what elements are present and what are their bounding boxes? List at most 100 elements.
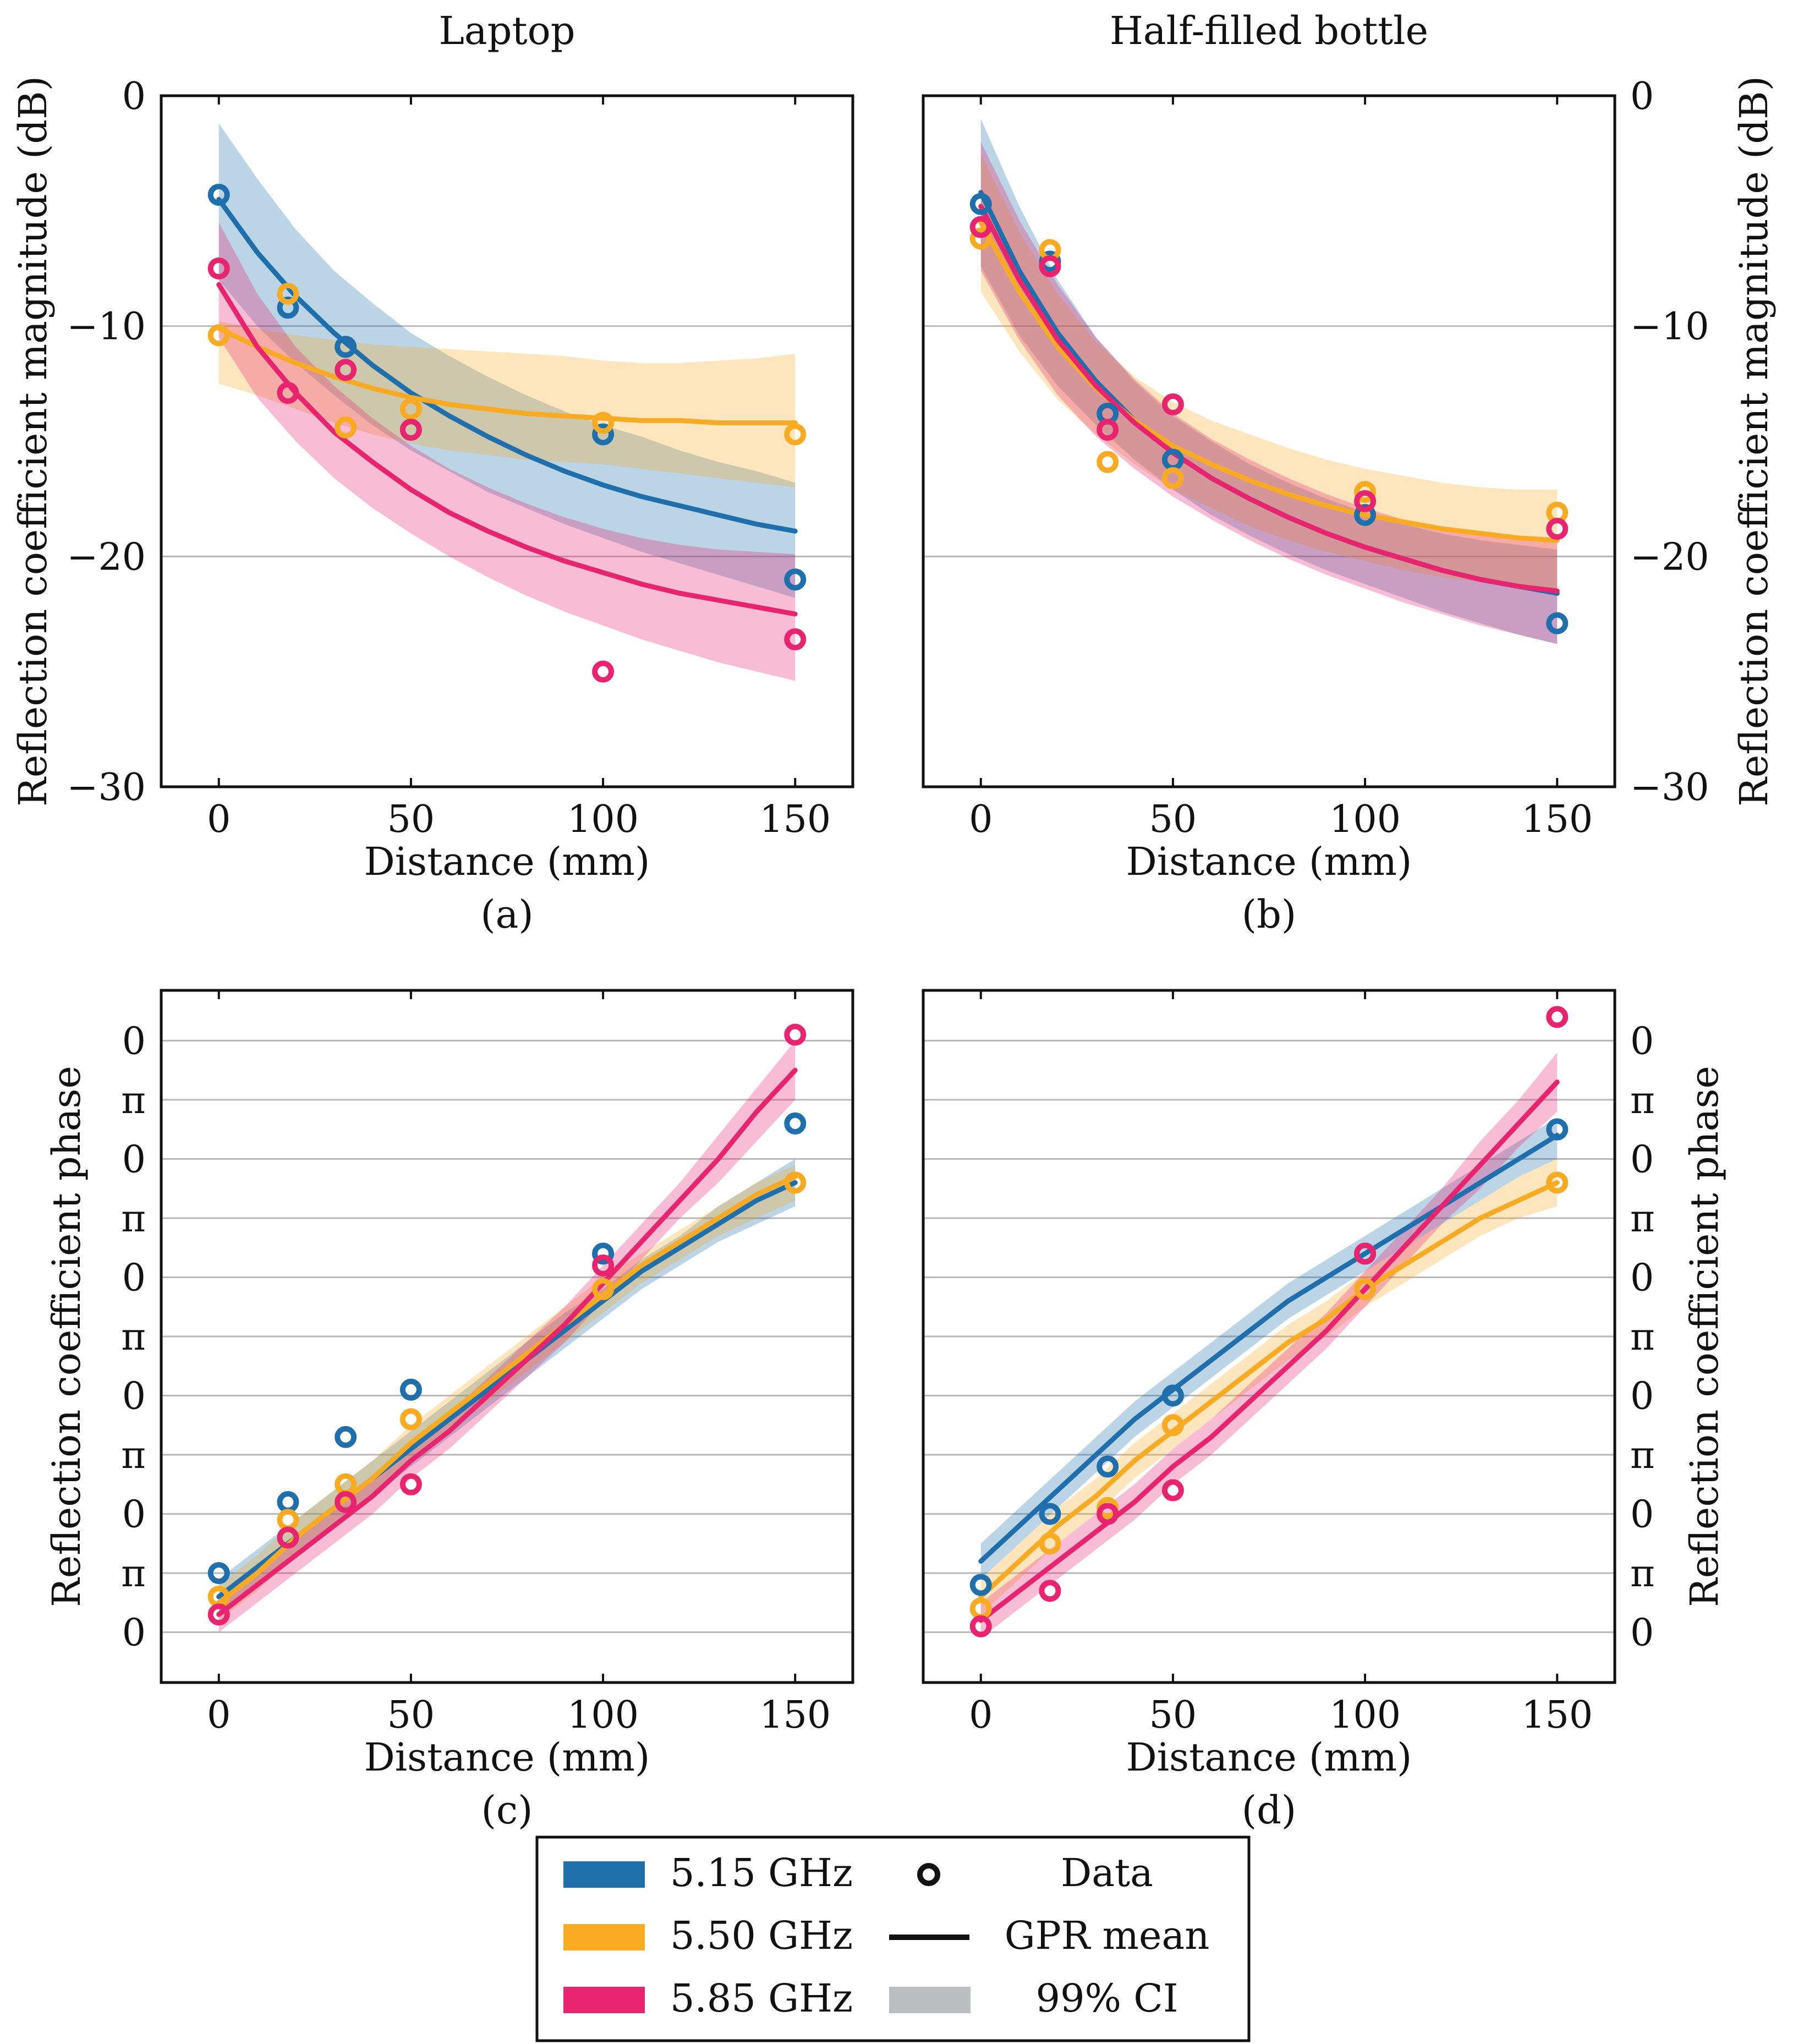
- data-point-b-1-0: [969, 227, 992, 250]
- legend-swatch-515: [563, 1861, 645, 1888]
- y-tick-label-d-10: 0: [1630, 1020, 1654, 1063]
- panel-d: 0 50 100 150 0 π 0 π 0 π 0 π 0 π 0 Distance (mm) (d) Refl…: [922, 989, 1727, 1833]
- y-tick-label-c-0: 0: [122, 1612, 146, 1655]
- data-point-a-1-3: [399, 398, 422, 420]
- data-point-a-2-0: [207, 257, 230, 280]
- x-axis-label-c: Distance (mm): [364, 1735, 650, 1780]
- caption-b: (b): [1242, 892, 1296, 937]
- mean-line-d-2: [978, 1079, 1560, 1623]
- data-point-a-1-4: [592, 412, 615, 434]
- data-point-d-0-0: [969, 1574, 992, 1596]
- ci-band-a-1: [218, 321, 796, 487]
- mean-line-c-1: [216, 1174, 798, 1605]
- data-point-c-2-1: [277, 1526, 299, 1549]
- y-tick-label-b-0: 0: [1630, 75, 1654, 118]
- data-point-d-0-5: [1546, 1118, 1569, 1141]
- x-tick-label-d-1: 50: [1149, 1694, 1197, 1737]
- mean-line-c-2: [216, 1067, 798, 1617]
- data-point-d-0-2: [1097, 1455, 1119, 1478]
- x-tick-label-a-2: 100: [567, 798, 639, 841]
- y-tick-label-c-2: 0: [122, 1493, 146, 1537]
- panel-title-a: Laptop: [438, 8, 575, 53]
- data-point-b-2-1: [1039, 255, 1061, 277]
- data-point-d-2-2: [1097, 1503, 1119, 1525]
- data-point-a-0-2: [335, 336, 357, 358]
- ci-band-a-2: [218, 222, 796, 681]
- data-point-a-0-5: [784, 568, 807, 591]
- legend-ci-label: 99% CI: [1035, 1976, 1178, 2021]
- x-axis-label-b: Distance (mm): [1126, 839, 1412, 884]
- mean-line-a-0: [216, 196, 798, 534]
- ci-band-d-2: [980, 1052, 1558, 1639]
- data-point-c-2-4: [592, 1254, 615, 1276]
- caption-a: (a): [480, 892, 533, 937]
- y-tick-label-c-5: π: [121, 1316, 146, 1359]
- mean-line-d-0: [978, 1132, 1560, 1564]
- y-axis-label-d: Reflection coefficient phase: [1682, 1066, 1727, 1607]
- y-tick-label-c-10: 0: [122, 1020, 146, 1063]
- x-tick-label-c-3: 150: [759, 1694, 831, 1737]
- x-tick-label-d-3: 150: [1521, 1694, 1593, 1737]
- x-tick-label-a-3: 150: [759, 798, 831, 841]
- x-axis-label-d: Distance (mm): [1126, 1735, 1412, 1780]
- ci-band-d-0: [980, 1117, 1558, 1579]
- ci-band-b-2: [980, 141, 1558, 644]
- data-point-a-0-0: [207, 184, 230, 206]
- y-tick-label-a-0: 0: [122, 75, 146, 118]
- y-axis-label-c: Reflection coefficient phase: [44, 1066, 89, 1607]
- data-point-b-0-0: [969, 193, 992, 215]
- data-point-c-0-2: [335, 1426, 357, 1448]
- data-point-a-2-1: [277, 382, 299, 404]
- data-point-d-2-4: [1354, 1242, 1377, 1265]
- x-tick-label-c-0: 0: [207, 1694, 231, 1737]
- x-tick-label-c-1: 50: [387, 1694, 435, 1737]
- data-point-c-1-3: [399, 1408, 422, 1431]
- legend-label-515: 5.15 GHz: [670, 1850, 853, 1895]
- data-point-c-1-5: [784, 1171, 807, 1194]
- y-tick-label-d-1: π: [1630, 1552, 1655, 1596]
- legend-data-marker: [917, 1863, 940, 1886]
- ci-band-b-1: [980, 153, 1558, 591]
- legend-mean-label: GPR mean: [1005, 1913, 1210, 1958]
- y-tick-label-c-1: π: [121, 1552, 146, 1596]
- panel-b: 0 50 100 150 0 −10 −20 −30 Distance (mm) (b) Half-…: [922, 8, 1777, 937]
- legend-swatch-550: [563, 1924, 645, 1950]
- data-point-a-1-5: [784, 423, 807, 446]
- data-point-c-1-1: [277, 1509, 299, 1531]
- data-point-c-2-0: [207, 1603, 230, 1626]
- caption-c: (c): [481, 1788, 533, 1833]
- mean-line-d-1: [978, 1180, 1560, 1599]
- data-point-d-1-4: [1354, 1278, 1377, 1300]
- data-point-c-0-1: [277, 1491, 299, 1514]
- y-tick-label-b-3: −30: [1630, 766, 1709, 809]
- y-tick-label-c-3: π: [121, 1434, 146, 1477]
- data-point-b-2-0: [969, 216, 992, 238]
- data-point-a-2-2: [335, 359, 357, 381]
- mean-line-a-2: [216, 282, 798, 617]
- mean-line-b-1: [978, 220, 1560, 543]
- x-tick-label-b-2: 100: [1329, 798, 1401, 841]
- data-point-b-0-5: [1546, 612, 1569, 634]
- mean-line-b-2: [978, 204, 1560, 594]
- y-tick-label-c-4: 0: [122, 1375, 146, 1418]
- panels: 0 50 100 150 0 −10 −20 −30 Distance (mm) (a) Lapto…: [10, 8, 1777, 1833]
- data-point-d-2-1: [1039, 1580, 1061, 1602]
- y-tick-label-a-1: −10: [67, 305, 146, 349]
- data-point-c-0-4: [592, 1242, 615, 1265]
- panel-a: 0 50 100 150 0 −10 −20 −30 Distance (mm) (a) Lapto…: [10, 8, 854, 937]
- plot-frame-d: [922, 989, 1616, 1684]
- data-point-c-0-3: [399, 1378, 422, 1401]
- panel-c: 0 50 100 150 0 π 0 π 0 π 0 π 0 π 0 Distance (mm) (c) Refl…: [44, 989, 854, 1833]
- ci-band-d-1: [980, 1159, 1558, 1615]
- legend-label-585: 5.85 GHz: [670, 1976, 853, 2021]
- data-point-b-1-3: [1161, 467, 1184, 489]
- legend: 5.15 GHz 5.50 GHz 5.85 GHz Data GPR mean…: [535, 1835, 1251, 2042]
- data-point-d-0-3: [1161, 1384, 1184, 1407]
- data-point-c-0-5: [784, 1112, 807, 1135]
- y-tick-label-a-2: −20: [67, 535, 146, 579]
- y-tick-label-b-1: −10: [1630, 305, 1709, 349]
- x-tick-label-b-3: 150: [1521, 798, 1593, 841]
- data-point-d-1-3: [1161, 1414, 1184, 1437]
- data-point-d-1-1: [1039, 1532, 1061, 1555]
